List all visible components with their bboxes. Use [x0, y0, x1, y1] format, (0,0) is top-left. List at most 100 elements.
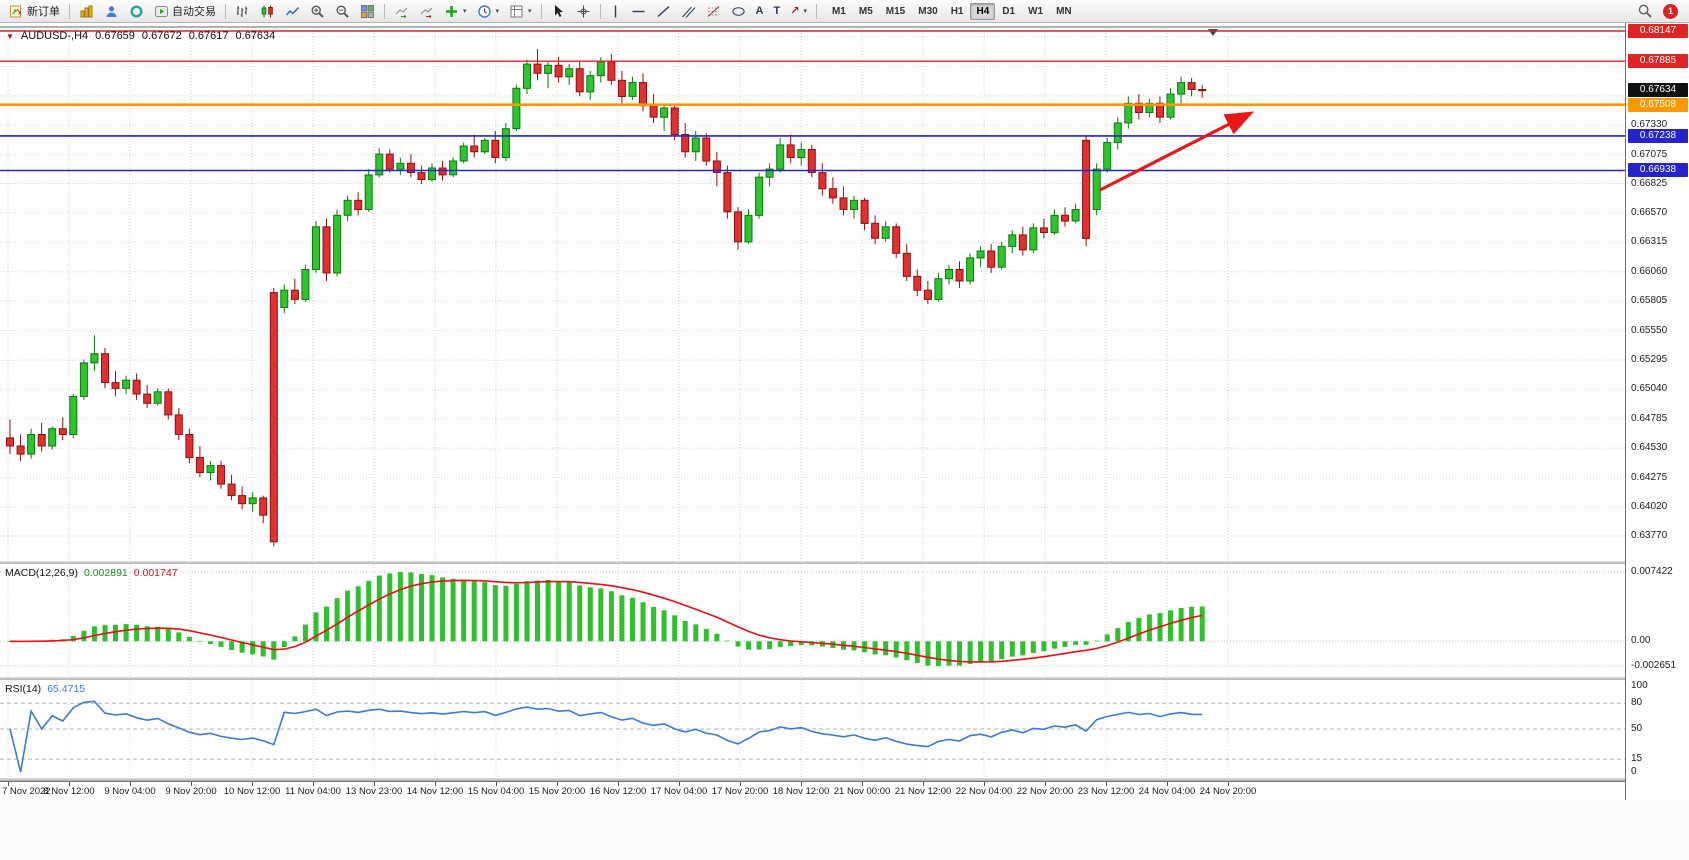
time-axis-label: 21 Nov 00:00	[833, 786, 891, 797]
rsi-value: 65.4715	[47, 683, 86, 695]
time-axis-label: 17 Nov 20:00	[711, 786, 769, 797]
chart-symbol-period: AUDUSD-,H4	[20, 30, 89, 42]
period-button[interactable]: ▾	[473, 2, 504, 21]
toolbar-separator	[599, 3, 601, 19]
time-axis-tick	[740, 782, 741, 786]
price-axis-label: 0.66315	[1631, 236, 1668, 247]
market-depth-button[interactable]	[75, 2, 98, 21]
time-axis-tick	[496, 782, 497, 786]
chart-shift-button[interactable]	[415, 2, 438, 21]
shapes-button[interactable]	[727, 2, 750, 21]
time-axis-label: 8 Nov 12:00	[43, 786, 95, 797]
line-chart-icon	[285, 6, 300, 15]
time-axis-tick	[1167, 782, 1168, 786]
profile-icon	[106, 5, 117, 17]
main-chart-pane[interactable]	[0, 23, 1625, 561]
timeframe-button-d1[interactable]: D1	[1002, 5, 1016, 17]
zoom-out-button[interactable]	[331, 2, 354, 21]
time-axis-label: 22 Nov 04:00	[955, 786, 1013, 797]
rsi-pane[interactable]	[0, 680, 1625, 778]
auto-scroll-icon	[395, 7, 408, 18]
time-axis-tick	[923, 782, 924, 786]
trendline-button[interactable]	[652, 2, 675, 21]
price-axis[interactable]: 0.67330 0.67075 0.66825 0.66570 0.66315 0.660…	[1625, 23, 1689, 801]
pane-splitter[interactable]	[0, 778, 1689, 781]
price-axis-label: 0.66570	[1631, 207, 1668, 218]
new-order-button[interactable]: 新订单	[5, 2, 64, 21]
trend-arrow[interactable]	[1099, 111, 1255, 192]
price-axis-label: 0.64275	[1631, 472, 1668, 483]
chart-line-button[interactable]	[281, 2, 304, 21]
chart-candles-button[interactable]	[256, 2, 279, 21]
timeframe-button-h4[interactable]: H4	[970, 2, 996, 20]
text-button[interactable]: A	[752, 2, 768, 21]
cursor-button[interactable]	[547, 2, 570, 21]
price-badge-0.67238: 0.67238	[1628, 129, 1688, 143]
time-axis-tick	[984, 782, 985, 786]
timeframe-button-h1[interactable]: H1	[950, 5, 964, 17]
auto-scroll-button[interactable]	[390, 2, 413, 21]
horizontal-line-button[interactable]	[627, 2, 650, 21]
chart-title: ▼ AUDUSD-,H4 0.67659 0.67672 0.67617 0.6…	[6, 30, 275, 42]
search-icon	[1638, 4, 1652, 18]
label-button[interactable]: T	[770, 2, 785, 21]
time-axis-tick	[313, 782, 314, 786]
timeframe-button-m1[interactable]: M1	[831, 5, 846, 17]
crosshair-button[interactable]	[572, 2, 595, 21]
time-axis-tick	[374, 782, 375, 786]
zoom-in-icon	[311, 4, 324, 18]
time-axis-label: 23 Nov 12:00	[1077, 786, 1135, 797]
channel-button[interactable]	[677, 2, 700, 21]
text-icon: A	[755, 4, 764, 17]
price-badge-0.67885: 0.67885	[1628, 54, 1688, 68]
price-axis-label: 0.64530	[1631, 442, 1668, 453]
time-axis-tick	[862, 782, 863, 786]
vertical-line-button[interactable]	[606, 2, 625, 21]
macd-scale-label: -0.002651	[1631, 660, 1677, 671]
time-axis-label: 16 Nov 12:00	[589, 786, 647, 797]
data-window-button[interactable]	[125, 2, 148, 21]
fibonacci-button[interactable]	[702, 2, 725, 21]
time-axis-label: 17 Nov 04:00	[650, 786, 708, 797]
zoom-out-icon	[336, 4, 349, 18]
time-axis-tick	[252, 782, 253, 786]
search-button[interactable]	[1633, 2, 1657, 21]
add-indicator-button[interactable]: ▾	[440, 2, 471, 21]
channel-icon	[681, 6, 695, 18]
timeframe-toolbar: M1 M5 M15 M30 H1 H4 D1 W1 MN	[826, 2, 1078, 20]
price-axis-label: 0.65040	[1631, 383, 1668, 394]
add-indicator-icon	[446, 5, 457, 17]
time-axis-tick	[1106, 782, 1107, 786]
chevron-down-icon: ▾	[803, 8, 807, 15]
timeframe-button-m15[interactable]: M15	[885, 5, 906, 17]
price-axis-label: 0.66825	[1631, 178, 1668, 189]
timeframe-button-m5[interactable]: M5	[858, 5, 873, 17]
timeframe-button-mn[interactable]: MN	[1056, 5, 1072, 17]
time-axis-tick	[1045, 782, 1046, 786]
timeframe-button-w1[interactable]: W1	[1028, 5, 1044, 17]
arrows-button[interactable]: ↗ ▾	[786, 2, 811, 21]
template-button[interactable]: ▾	[505, 2, 536, 21]
macd-label: MACD(12,26,9) 0.002891 0.001747	[5, 567, 178, 579]
macd-value-signal: 0.001747	[133, 567, 178, 579]
macd-pane[interactable]	[0, 564, 1625, 677]
profile-button[interactable]	[100, 2, 123, 21]
macd-signal-line	[9, 579, 1203, 663]
price-axis-label: 0.64785	[1631, 413, 1668, 424]
notification-badge[interactable]: 1	[1663, 3, 1678, 19]
time-axis-label: 15 Nov 20:00	[528, 786, 586, 797]
bottom-strip	[0, 800, 1689, 860]
price-axis-label: 0.67330	[1631, 119, 1668, 130]
autotrading-button[interactable]: 自动交易	[150, 2, 220, 21]
pane-splitter[interactable]	[0, 677, 1689, 680]
pane-splitter[interactable]	[0, 561, 1689, 564]
rsi-name: RSI(14)	[5, 683, 42, 695]
label-icon: T	[773, 4, 781, 17]
timeframe-button-m30[interactable]: M30	[918, 5, 938, 17]
zoom-in-button[interactable]	[306, 2, 329, 21]
tile-windows-button[interactable]	[356, 2, 379, 21]
time-axis-tick	[130, 782, 131, 786]
candlestick-chart-icon	[261, 5, 273, 17]
chart-bars-button[interactable]	[231, 2, 254, 21]
time-axis[interactable]: 7 Nov 2022 8 Nov 12:00 9 Nov 04:00 9 Nov 20…	[0, 781, 1625, 800]
